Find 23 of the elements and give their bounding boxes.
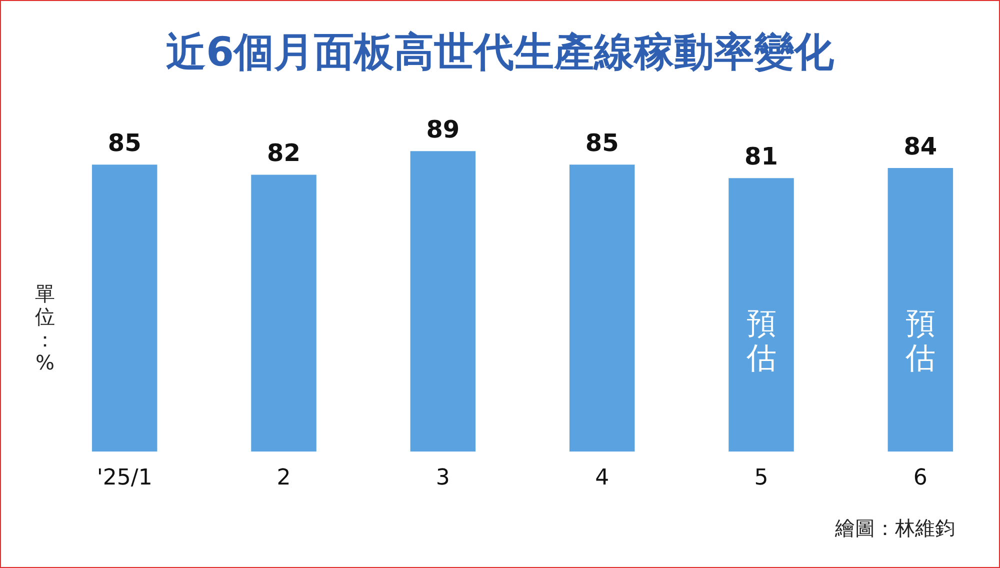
bar: [251, 174, 316, 452]
data-label: 85: [585, 128, 619, 157]
text: 繪圖：林維鈞: [834, 516, 955, 540]
bar: [92, 164, 158, 452]
annotation: 預估: [745, 306, 776, 376]
data-label: 82: [267, 139, 300, 167]
x-tick-label: 4: [595, 466, 610, 491]
x-tick-label: 5: [754, 466, 768, 491]
data-label: 85: [108, 128, 142, 157]
x-tick-label: 6: [913, 466, 928, 491]
data-label: 84: [904, 132, 938, 160]
annotation: 預估: [904, 306, 936, 376]
bar: [888, 168, 954, 452]
chart-title: 近6個月面板高世代生產線稼動率變化: [166, 29, 835, 76]
x-tick-label: '25/1: [96, 466, 152, 491]
y-axis-title: 單位：%: [35, 282, 55, 375]
bar: [410, 151, 476, 452]
x-tick-label: 2: [276, 466, 291, 491]
bar: [569, 164, 635, 452]
x-tick-label: 3: [436, 466, 450, 491]
data-label: 81: [744, 142, 778, 170]
data-label: 89: [426, 115, 460, 144]
bar: [728, 178, 794, 452]
